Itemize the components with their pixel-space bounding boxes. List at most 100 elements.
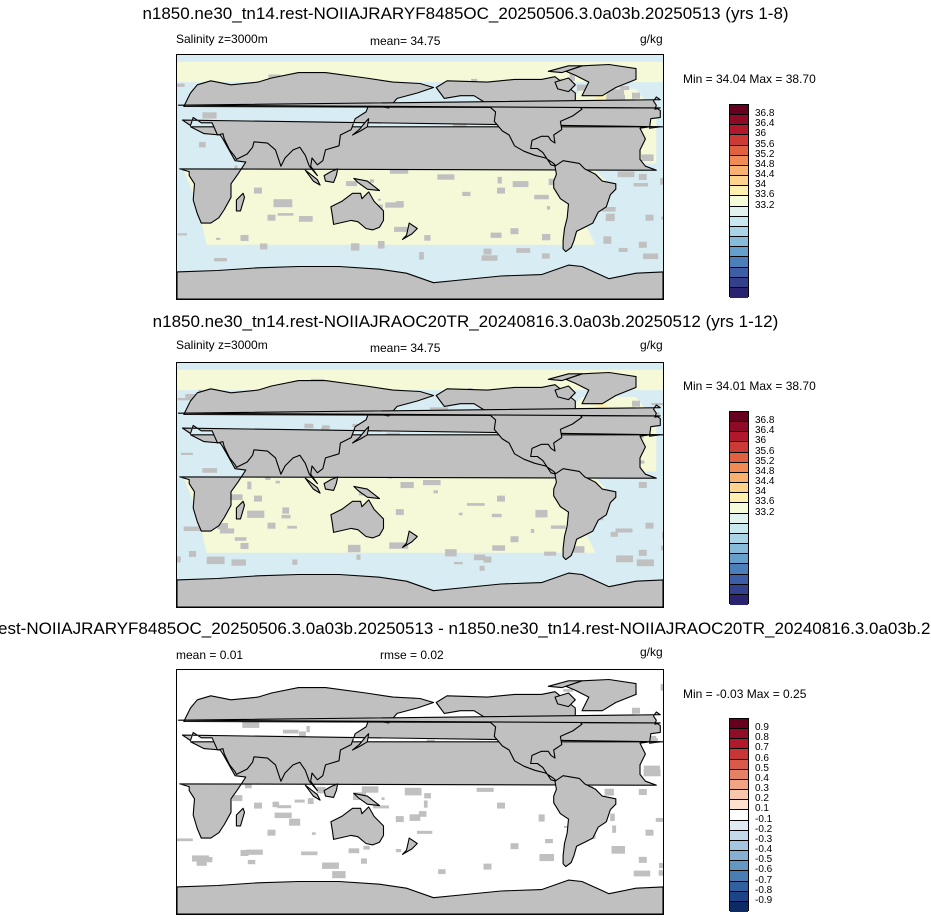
world-map [176,362,664,608]
shallow-mask [298,216,312,222]
colorbar-tick-label: -0.8 [755,884,773,896]
shallow-mask [530,529,535,533]
shallow-mask [183,526,203,531]
shallow-mask [177,233,187,236]
shallow-mask [307,798,314,804]
colorbar-tick-label: 0.9 [755,722,769,734]
landmass-newguinea [353,792,381,807]
shallow-mask [660,178,663,185]
colorbar-swatch [730,851,748,862]
shallow-mask [481,255,498,261]
shallow-mask [438,869,446,875]
shallow-mask [206,556,225,565]
shallow-mask [394,226,408,232]
landmass-borneo [323,783,339,798]
colorbar-swatch [730,472,748,484]
shallow-mask [373,805,389,809]
shallow-mask [292,559,298,565]
colorbar-tick-label: 33.2 [755,199,775,211]
landmass-baffin [554,692,576,708]
shallow-mask [471,78,478,82]
shallow-mask [650,738,658,741]
shallow-mask [277,213,294,216]
shallow-mask [445,549,457,557]
shallow-mask [639,460,645,464]
ridge-mask [645,522,654,529]
colorbar-swatch [730,115,748,126]
ridge-mask [240,850,249,856]
landmass-n_america [435,76,583,167]
colorbar-swatch [730,881,748,892]
shallow-mask [181,452,193,455]
shallow-mask [361,858,367,864]
shallow-mask [202,112,217,119]
landmass-japan [351,426,370,444]
ridge-mask [483,556,492,563]
units-label: g/kg [640,645,663,659]
shallow-mask [437,174,455,180]
shallow-mask [247,510,265,518]
colorbar-swatch [730,452,748,463]
rmse-label: rmse = 0.02 [380,648,444,662]
colorbar-swatch [730,719,748,730]
colorbar-tick-label: 35.2 [755,148,775,160]
shallow-mask [658,870,663,876]
panel-title: est-NOIIAJRARYF8485OC_20250506.3.0a03b.2… [0,619,931,638]
shallow-mask [617,171,635,178]
shallow-mask [534,194,549,200]
shallow-mask [618,247,628,252]
shallow-mask [242,721,260,728]
shallow-mask [202,468,218,473]
colorbar-swatch [730,155,748,166]
ridge-mask [497,802,505,809]
ridge-mask [632,707,640,714]
shallow-mask [273,199,293,208]
ridge-mask [510,536,519,543]
colorbar-swatch [730,574,748,585]
landmass-antarctica [177,572,663,607]
colorbar-swatch [730,165,748,177]
ridge-mask [632,400,640,407]
landmass-madagascar [235,500,246,520]
shallow-mask [615,528,633,533]
landmass-madagascar [235,192,246,212]
colorbar-swatch [730,544,748,555]
shallow-mask [492,545,506,551]
ridge-mask [510,843,519,850]
landmass-newguinea [353,485,381,500]
mean-label: mean= 34.75 [370,34,441,48]
panel-title: n1850.ne30_tn14.rest-NOIIAJRARYF8485OC_2… [142,4,789,23]
colorbar-swatch [730,442,748,453]
mean-label: mean= 34.75 [370,341,441,355]
shallow-mask [287,525,297,529]
colorbar-tick-label: 36 [755,128,767,140]
colorbar-swatch [730,145,748,156]
shallow-mask [433,490,438,494]
shallow-mask [479,565,485,571]
colorbar-swatch [730,891,748,902]
shallow-mask [423,480,441,486]
landmass-borneo [323,168,339,183]
colorbar-swatch [730,135,748,146]
shallow-mask [389,542,409,549]
colorbar-tick-label: 34.8 [755,465,775,477]
shallow-mask [655,817,663,822]
colorbar-swatch [730,176,748,187]
colorbar-swatch [730,503,748,514]
shallow-mask [654,412,660,419]
colorbar-tick-label: 0.2 [755,793,769,805]
landmass-n_america [435,691,583,782]
shallow-mask [301,851,318,856]
colorbar-swatch [730,871,748,882]
shallow-mask [188,551,197,557]
shallow-mask [400,482,414,489]
shallow-mask [277,805,292,809]
colorbar-tick-label: -0.2 [755,823,773,835]
min-max-label: Min = 34.04 Max = 38.70 [683,72,816,86]
landmass-antarctica [177,879,663,914]
ridge-mask [497,495,505,502]
colorbar-tick-label: 36 [755,435,767,447]
shallow-mask [274,812,292,819]
colorbar-swatch [730,769,748,780]
min-max-label: Min = -0.03 Max = 0.25 [683,687,807,701]
